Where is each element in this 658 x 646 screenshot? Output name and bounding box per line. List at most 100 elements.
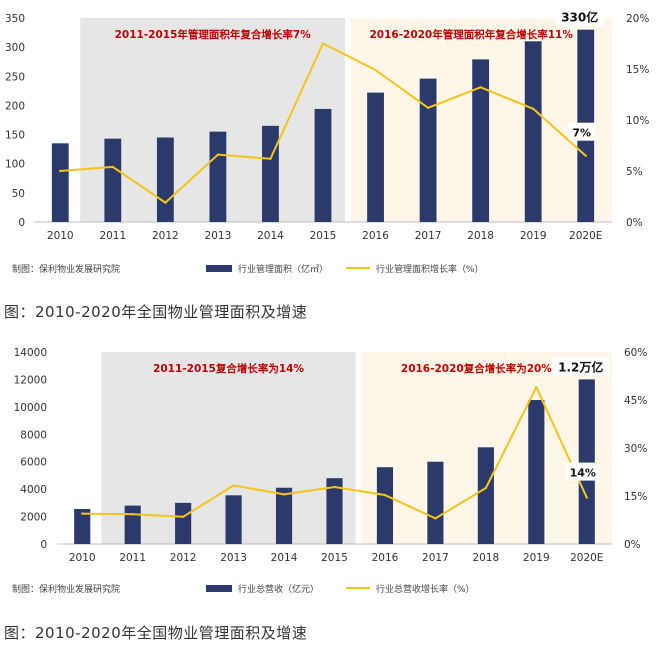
bar-annotation-bg — [551, 357, 610, 376]
growth-point-2020E — [585, 496, 588, 499]
growth-point-2010 — [81, 512, 84, 515]
bar-2020E — [578, 379, 595, 544]
x-tick-label: 2017 — [415, 230, 442, 242]
y-right-tick: 0% — [624, 539, 641, 551]
bar-2014 — [262, 125, 279, 222]
y-left-tick: 4000 — [20, 484, 47, 496]
y-left-tick: 0 — [40, 539, 47, 551]
x-tick-label: 2020E — [570, 552, 603, 564]
y-right-tick: 0% — [626, 217, 643, 229]
bar-2016 — [376, 467, 394, 544]
bar-2016 — [367, 92, 384, 222]
growth-point-2019 — [535, 386, 538, 389]
line-annotation-bg — [565, 462, 600, 481]
bar-annotation: 1.2万亿 — [558, 359, 603, 374]
x-tick-label: 2014 — [271, 552, 298, 564]
legend-bar-swatch — [206, 265, 232, 272]
legend-bar-label: 行业总营收（亿元） — [238, 583, 319, 595]
growth-point-2015 — [333, 485, 336, 489]
bar-annotation: 330亿 — [561, 10, 598, 25]
growth-point-2013 — [216, 153, 220, 156]
growth-point-2014 — [282, 493, 286, 496]
y-left-tick: 150 — [5, 130, 25, 142]
x-tick-label: 2012 — [170, 552, 197, 564]
growth-point-2010 — [59, 169, 62, 173]
bar-2011 — [124, 505, 141, 544]
growth-point-2016 — [374, 68, 377, 72]
x-tick-label: 2013 — [205, 230, 232, 242]
growth-point-2015 — [321, 42, 325, 45]
legend-line-label: 行业管理面积增长率（%） — [376, 263, 484, 275]
y-left-tick: 350 — [5, 13, 25, 25]
bar-2012 — [175, 502, 192, 544]
bar-2013 — [209, 131, 227, 222]
growth-point-2013 — [232, 484, 235, 487]
y-right-tick: 10% — [626, 115, 649, 127]
bar-2015 — [326, 478, 343, 544]
y-right-tick: 30% — [624, 443, 647, 455]
x-tick-label: 2017 — [422, 552, 449, 564]
bar-2018 — [477, 447, 494, 544]
bar-2017 — [427, 461, 444, 544]
bar-2014 — [275, 487, 293, 544]
y-left-tick: 300 — [5, 42, 25, 54]
growth-point-2018 — [484, 486, 488, 490]
y-left-tick: 6000 — [20, 457, 47, 469]
figure-caption-2: 图：2010-2020年全国物业管理面积及增速 — [4, 624, 308, 642]
y-left-tick: 14000 — [14, 347, 47, 359]
source-note: 制图：保利物业发展研究院 — [12, 263, 120, 275]
y-left-tick: 100 — [5, 159, 25, 171]
area-growth-chart: 2011-2015年管理面积年复合增长率7% 2016-2020年管理面积年复合增… — [5, 7, 649, 275]
x-tick-label: 2012 — [152, 230, 179, 242]
y-left-tick: 0 — [18, 217, 25, 229]
y-right-tick: 15% — [624, 491, 647, 503]
revenue-growth-chart: 2011-2015复合增长率为14% 2016-2020复合增长率为20% 0 200… — [12, 347, 647, 595]
x-tick-label: 2010 — [47, 230, 74, 242]
x-tick-label: 2011 — [99, 230, 126, 242]
x-tick-label: 2015 — [310, 230, 337, 242]
bar-2015 — [314, 108, 332, 222]
y-right-tick: 5% — [626, 166, 643, 178]
bar-2011 — [104, 138, 122, 222]
bar-2010 — [51, 143, 69, 222]
y-left-tick: 10000 — [14, 402, 47, 414]
growth-point-2014 — [269, 157, 272, 160]
growth-point-2017 — [426, 106, 430, 109]
x-tick-label: 2020E — [569, 230, 602, 242]
source-note: 制图：保利物业发展研究院 — [12, 583, 120, 595]
bar-annotation-bg — [555, 7, 604, 26]
y-left-tick: 8000 — [20, 429, 47, 441]
figure-caption-1: 图：2010-2020年全国物业管理面积及增速 — [4, 303, 308, 321]
y-right-tick: 20% — [626, 13, 649, 25]
x-tick-label: 2010 — [69, 552, 96, 564]
y-left-tick: 12000 — [14, 374, 47, 386]
x-tick-label: 2016 — [362, 230, 389, 242]
bar-2019 — [524, 41, 542, 222]
line-annotation: 14% — [570, 467, 596, 480]
y-right-tick: 15% — [626, 64, 649, 76]
y-left-tick: 2000 — [20, 512, 47, 524]
line-annotation: 7% — [572, 127, 591, 140]
growth-point-2017 — [434, 517, 437, 520]
x-tick-label: 2011 — [119, 552, 146, 564]
region-label-2: 2016-2020复合增长率为20% — [401, 362, 552, 375]
growth-point-2011 — [131, 513, 134, 516]
legend-line-label: 行业总营收增长率（%） — [376, 583, 475, 595]
bar-2010 — [74, 509, 91, 544]
bar-2019 — [528, 400, 545, 544]
x-tick-label: 2018 — [472, 552, 499, 564]
x-tick-label: 2014 — [257, 230, 284, 242]
legend-bar-swatch — [206, 585, 232, 592]
region-label-1: 2011-2015复合增长率为14% — [153, 362, 304, 375]
growth-point-2012 — [181, 515, 185, 518]
line-annotation-bg — [568, 122, 595, 141]
y-left-tick: 250 — [5, 71, 25, 83]
y-left-tick: 50 — [12, 188, 25, 200]
x-tick-label: 2019 — [520, 230, 547, 242]
growth-point-2016 — [383, 493, 387, 497]
growth-point-2019 — [531, 107, 535, 110]
growth-point-2011 — [111, 165, 115, 169]
growth-point-2018 — [479, 86, 482, 89]
x-tick-label: 2018 — [467, 230, 494, 242]
bar-2017 — [419, 78, 437, 222]
